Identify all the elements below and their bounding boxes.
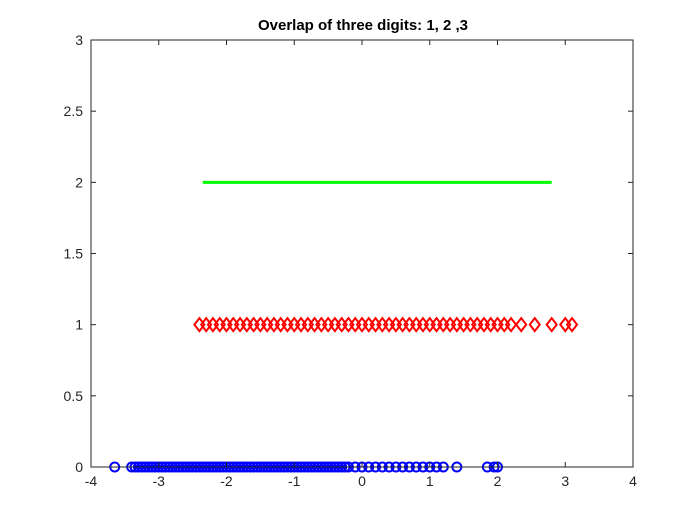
y-tick-label: 2 xyxy=(75,174,83,190)
data-point-diamond xyxy=(514,316,528,333)
data-point-diamond xyxy=(504,316,518,333)
x-tick-label: 0 xyxy=(358,473,366,489)
y-tick-label: 2.5 xyxy=(64,103,84,119)
x-tick-label: 3 xyxy=(561,473,569,489)
series-2 xyxy=(193,316,579,333)
axes-layer: -4 -3 -2 -1 0 1 2 3 4 0 0.5 1 1.5 2 2.5 3 xyxy=(64,32,638,489)
chart-title: Overlap of three digits: 1, 2 ,3 xyxy=(258,17,468,34)
y-tick-label: 0.5 xyxy=(64,388,84,404)
y-tick-label: 0 xyxy=(75,459,83,475)
data-point-diamond xyxy=(565,316,579,333)
x-tick-label: -4 xyxy=(85,473,98,489)
x-tick-label: -2 xyxy=(220,473,233,489)
y-tick-label: 3 xyxy=(75,32,83,48)
data-point-diamond xyxy=(545,316,558,333)
data-point-diamond xyxy=(528,316,542,333)
y-tick-label: 1.5 xyxy=(64,246,84,262)
y-tick-label: 1 xyxy=(75,317,83,333)
x-tick-label: 4 xyxy=(629,473,637,489)
plot-area xyxy=(91,40,633,467)
x-tick-label: -1 xyxy=(288,473,301,489)
x-tick-label: -3 xyxy=(153,473,166,489)
x-tick-label: 2 xyxy=(494,473,502,489)
x-tick-label: 1 xyxy=(426,473,434,489)
